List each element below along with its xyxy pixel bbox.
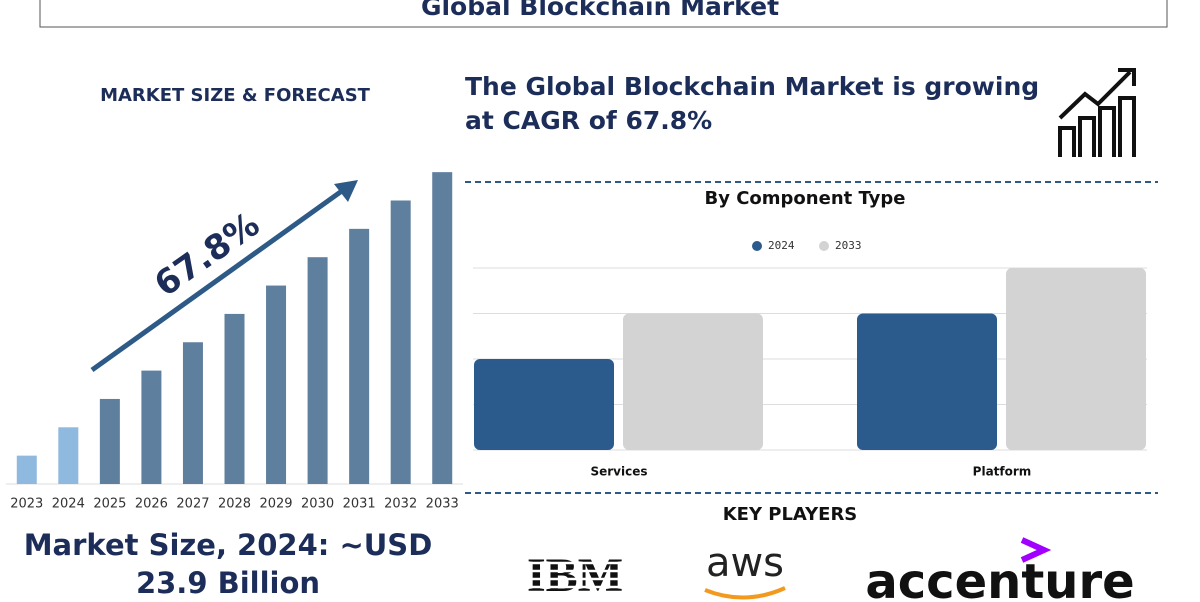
chart-title: By Component Type: [705, 188, 906, 209]
bar: [141, 370, 162, 484]
bar: [224, 313, 245, 484]
legend-dot: [752, 241, 762, 251]
x-tick-label: 2026: [135, 497, 168, 512]
page-title: Global Blockchain Market: [421, 0, 779, 21]
x-tick-label: 2027: [176, 497, 209, 512]
x-tick-label: 2031: [343, 497, 376, 512]
title-box: [39, 0, 1168, 28]
arrow-head: [334, 180, 358, 202]
bar: [1006, 268, 1146, 450]
bar: [432, 172, 453, 484]
logo-accent: [1020, 537, 1052, 563]
x-tick-label: 2024: [52, 497, 85, 512]
x-tick-label: 2032: [384, 497, 417, 512]
bar: [16, 455, 37, 484]
key-players-title: KEY PLAYERS: [723, 504, 858, 525]
trend-arrow: [90, 185, 348, 373]
bar: [266, 285, 287, 484]
x-tick-label: 2023: [10, 497, 43, 512]
x-tick-label: 2030: [301, 497, 334, 512]
bar: [307, 257, 328, 484]
bar: [99, 398, 120, 484]
x-tick-label: Platform: [973, 465, 1032, 479]
bar: [182, 342, 203, 484]
forecast-heading: MARKET SIZE & FORECAST: [100, 85, 371, 106]
logo-aws: aws: [706, 540, 784, 586]
x-tick-label: 2025: [93, 497, 126, 512]
x-tick-label: Services: [590, 465, 647, 479]
bar: [857, 313, 997, 450]
bar: [349, 228, 370, 484]
headline: The Global Blockchain Market is growing …: [465, 72, 1040, 135]
legend-dot: [819, 241, 829, 251]
logo-smile: [704, 586, 786, 600]
bar: [58, 427, 79, 484]
growth-icon: [1058, 68, 1136, 157]
x-tick-label: 2033: [426, 497, 459, 512]
logo-stripes: [510, 561, 645, 597]
legend-label: 2033: [835, 239, 862, 252]
bar: [474, 359, 614, 450]
logo-accenture: accenture: [865, 554, 1134, 600]
bar: [623, 313, 763, 450]
logo-ibm: IBM: [527, 549, 623, 600]
market-size: Market Size, 2024: ~USD 23.9 Billion: [23, 528, 433, 600]
legend-label: 2024: [768, 239, 795, 252]
bar: [390, 200, 411, 484]
x-tick-label: 2029: [259, 497, 292, 512]
x-tick-label: 2028: [218, 497, 251, 512]
